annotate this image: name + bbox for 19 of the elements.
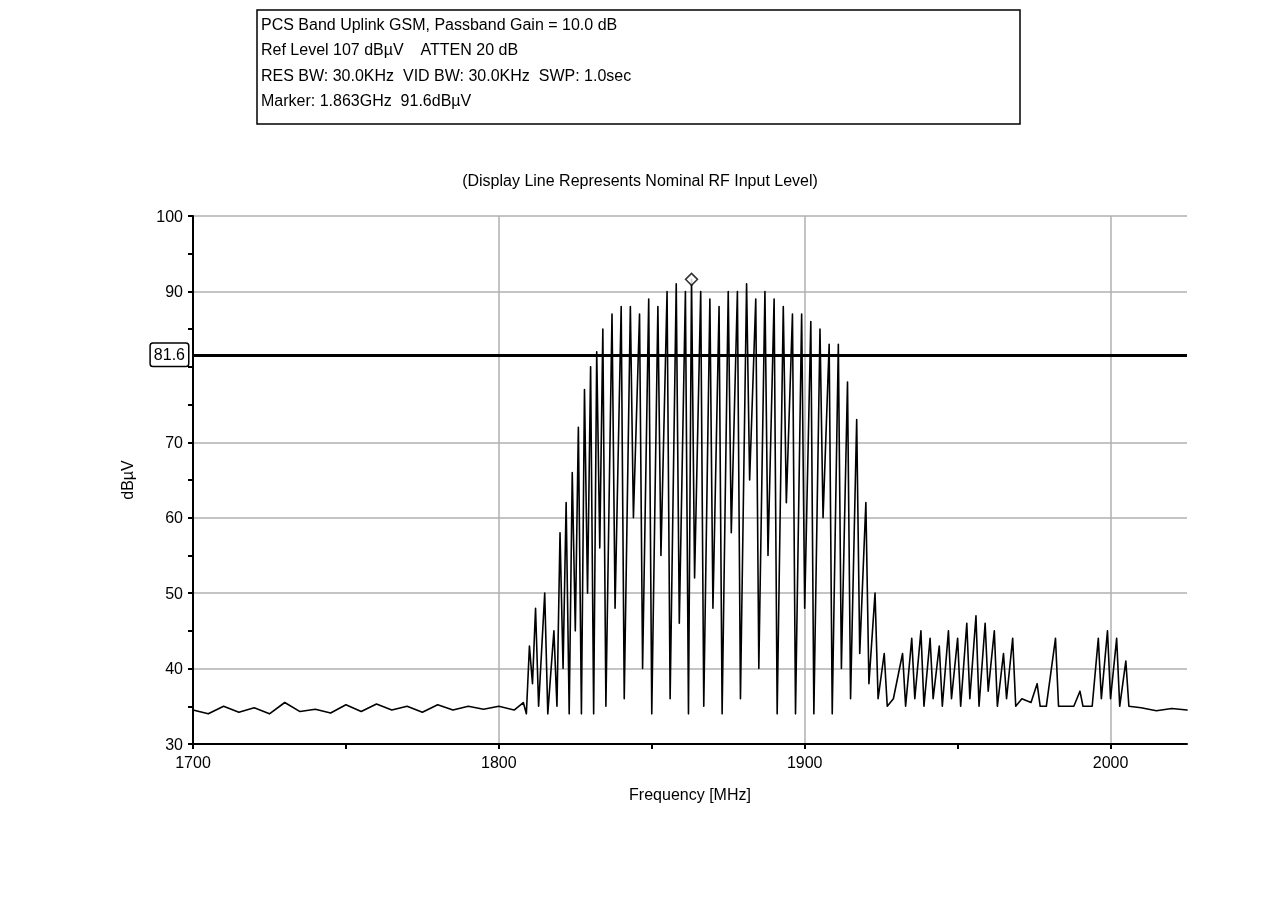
x-tick-label: 1800 [481, 753, 517, 771]
chart-title: PCS Band Uplink GSM, Passband Gain = 10.0 dB [261, 15, 618, 33]
ref-line-label: 81.6 [153, 346, 186, 364]
x-tick-label: 2000 [1092, 753, 1129, 771]
y-tick-label: 30 [165, 735, 184, 753]
y-tick-label: 90 [165, 282, 184, 300]
y-axis-title: dBµV [118, 459, 136, 500]
y-tick-label: 40 [165, 660, 184, 678]
text: RES BW: 30.0KHz VID BW: 30.0KHz SWP: 1.0sec [261, 66, 632, 84]
x-axis-title: Frequency [MHz] [629, 785, 751, 803]
text: Marker: 1.863GHz 91.6dBµV [261, 92, 472, 109]
x-tick-label: 1900 [786, 753, 823, 771]
x-tick-label: 1700 [175, 753, 211, 771]
text: Ref Level 107 dBµV ATTEN 20 dB [261, 41, 519, 58]
y-tick-label: 50 [165, 584, 184, 602]
y-tick-label: 60 [165, 509, 184, 527]
chart-subtitle: (Display Line Represents Nominal RF Input Level) [462, 171, 818, 189]
y-tick-label: 100 [156, 207, 184, 225]
y-tick-label: 70 [165, 433, 184, 451]
